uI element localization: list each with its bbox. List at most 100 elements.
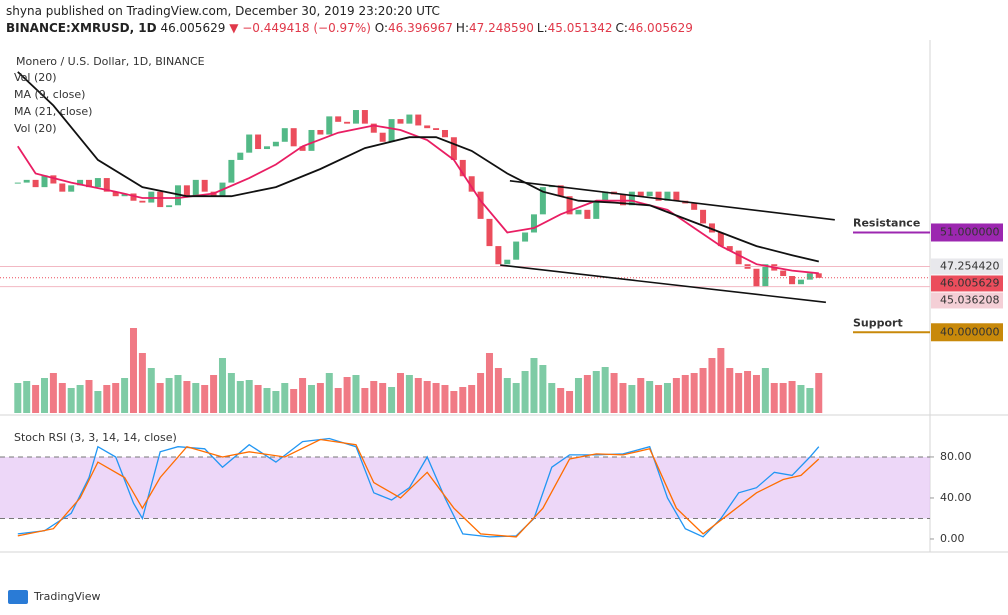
volume-bar [210,375,218,413]
volume-bar [361,388,369,413]
volume-bar [58,383,66,413]
level-tag [931,223,1003,242]
volume-bar [717,348,725,413]
ma-line [17,71,820,263]
volume-bar [103,385,111,413]
volume-bar [477,373,485,413]
candle-body [459,159,466,177]
volume-bar [592,371,600,413]
volume-bar [263,388,271,413]
volume-bar [227,373,235,413]
candle-body [655,191,662,201]
volume-bar [761,368,769,413]
volume-bar [699,368,707,413]
volume-bar [138,353,146,413]
volume-bar [396,373,404,413]
candle-body [406,114,413,124]
rsi-line [17,437,820,538]
volume-bar [94,391,102,413]
legend-entry: MA (9, close) [14,88,85,101]
volume-bar [423,381,431,413]
y-tick-label: 0.00 [940,532,965,545]
candle-body [566,196,573,215]
volume-bar [352,375,360,413]
candle-body [539,187,546,215]
candle-body [344,121,351,124]
candle-body [762,264,769,287]
volume-bar [637,378,645,413]
candle-body [441,129,448,138]
volume-bar [548,383,556,413]
legend-entry: MA (21, close) [14,105,92,118]
volume-bar [797,385,805,413]
header: shyna published on TradingView.com, Dece… [6,3,696,37]
volume-bar [343,377,351,413]
ohlc-value: 47.248590 [469,21,534,35]
candle-body [397,119,404,124]
candle-body [281,128,288,142]
volume-bar [40,378,48,413]
candle-body [139,200,146,203]
quote-line: BINANCE:XMRUSD, 1D 46.005629 ▼ −0.449418… [6,20,696,37]
volume-bar [530,358,538,413]
volume-bar [307,385,315,413]
candle-body [121,193,128,197]
candle-body [263,146,270,150]
legend-entry: Vol (20) [14,71,57,84]
level-name: Resistance [853,216,920,229]
level-tag [931,323,1003,342]
volume-bar [646,381,654,413]
volume-bar [521,371,529,413]
volume-bar [414,378,422,413]
candle-body [246,134,253,153]
logo-icon [8,590,28,604]
ma-line [17,124,819,275]
volume-bar [325,373,333,413]
candle-body [806,273,813,280]
y-tick-label: 80.00 [940,450,972,463]
volume-bar [735,373,743,413]
candle-body [673,191,680,201]
volume-bar [690,373,698,413]
volume-bar [815,373,823,413]
candle-body [789,276,796,285]
candle-body [317,129,324,135]
level-tag-label: 51.000000 [940,225,1000,238]
rsi-title: Stoch RSI (3, 3, 14, 14, close) [14,431,177,444]
volume-bar [156,383,164,413]
candle-body [557,185,564,197]
volume-bar [441,385,449,413]
candle-body [735,250,742,265]
candle-body [664,191,671,201]
candle-body [308,129,315,151]
volume-bar [503,378,511,413]
volume-bar [129,328,137,413]
last-price: 46.005629 [160,21,226,35]
price-tag [931,275,1003,292]
candle-body [201,179,208,192]
volume-bar [744,371,752,413]
volume-bar [770,383,778,413]
rsi-line [17,438,820,538]
volume-bar [370,381,378,413]
volume-bar [121,378,129,413]
ohlc-value: 45.051342 [547,21,613,35]
candle-body [637,191,644,197]
candle-body [797,279,804,285]
ohlc: O:46.396967 H:47.248590 L:45.051342 C:46.00… [375,21,696,35]
candle-body [59,183,66,192]
volume-bar [494,368,502,413]
candle-body [477,191,484,219]
candle-body [352,110,359,124]
candle-body [290,128,297,147]
candle-body [700,209,707,224]
legend-entry: Vol (20) [14,122,57,135]
ohlc-value: 46.005629 [627,21,693,35]
volume-bar [752,375,760,413]
volume-bar [806,388,814,413]
ohlc-key: L: [536,21,548,35]
candle-body [299,146,306,151]
chart-title: Monero / U.S. Dollar, 1D, BINANCE [16,55,205,68]
price-tag-label: 46.005629 [940,276,1000,289]
